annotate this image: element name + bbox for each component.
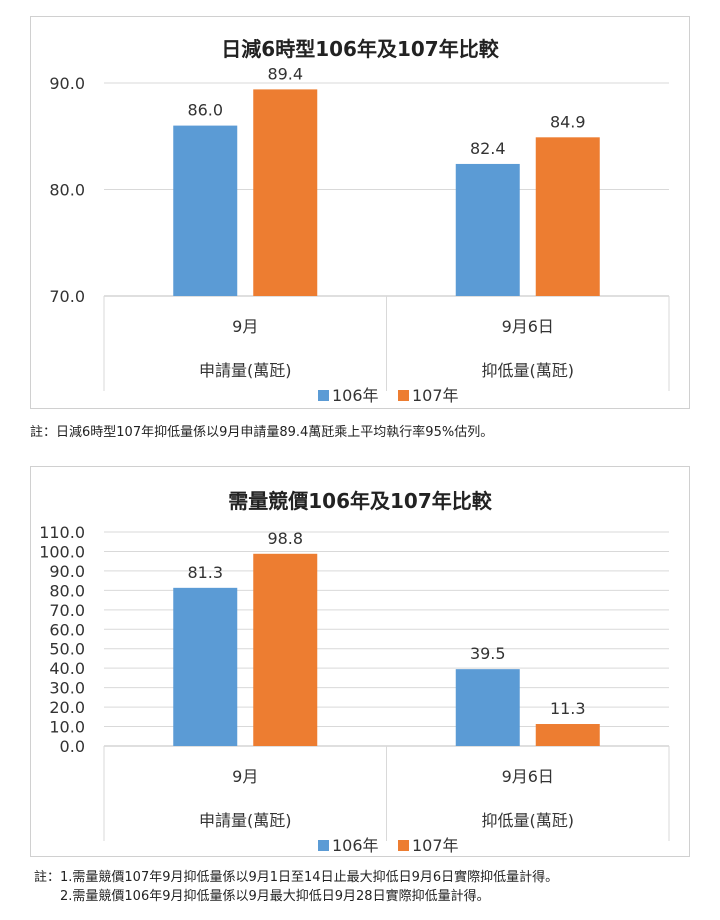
x-category-label: 9月6日 [502, 767, 554, 786]
bar-107年 [253, 89, 318, 296]
y-tick-label: 20.0 [49, 698, 85, 717]
y-tick-label: 70.0 [49, 287, 85, 306]
chart2-svg: 需量競價106年及107年比較 0.010.020.030.040.050.060… [39, 489, 670, 855]
x-category-label: 9月 [232, 317, 258, 336]
chart1-panel: 日減6時型106年及107年比較 70.0 80.0 90.0 9月申請量(萬瓩) 86.… [30, 16, 690, 409]
bar-107年 [253, 553, 318, 746]
legend-label: 107年 [412, 386, 459, 405]
chart1-note: 註：日減6時型107年抑低量係以9月申請量89.4萬瓩乘上平均執行率95%估列。 [30, 425, 494, 440]
chart-title: 日減6時型106年及107年比較 [221, 37, 499, 61]
y-tick-label: 30.0 [49, 679, 85, 698]
data-label: 86.0 [187, 101, 223, 120]
y-tick-label: 40.0 [49, 659, 85, 678]
bar-106年 [455, 669, 520, 746]
legend-swatch [398, 390, 409, 401]
legend-swatch [318, 840, 329, 851]
y-tick-label: 70.0 [49, 601, 85, 620]
y-tick-label: 110.0 [39, 523, 85, 542]
y-tick-label: 90.0 [49, 74, 85, 93]
y-tick-label: 0.0 [60, 737, 85, 756]
chart2-panel: 需量競價106年及107年比較 0.0 10.0 20.0 30.0 40.0 50.0 60… [30, 466, 690, 857]
y-tick-label: 100.0 [39, 542, 85, 561]
data-label: 84.9 [550, 112, 586, 131]
data-label: 82.4 [470, 139, 506, 158]
legend-label: 107年 [412, 836, 459, 855]
x-category-label: 9月 [232, 767, 258, 786]
x-group-label: 抑低量(萬瓩) [482, 811, 575, 830]
y-tick-label: 60.0 [49, 620, 85, 639]
data-label: 89.4 [267, 64, 303, 83]
bar-107年 [535, 137, 600, 296]
data-label: 98.8 [267, 529, 303, 548]
x-group-label: 申請量(萬瓩) [199, 811, 292, 830]
y-tick-label: 50.0 [49, 640, 85, 659]
bar-106年 [173, 587, 238, 746]
bar-106年 [455, 163, 520, 296]
legend-label: 106年 [332, 386, 379, 405]
legend-label: 106年 [332, 836, 379, 855]
data-label: 39.5 [470, 644, 506, 663]
y-tick-label: 80.0 [49, 581, 85, 600]
x-category-label: 9月6日 [502, 317, 554, 336]
bar-107年 [535, 724, 600, 746]
y-tick-label: 80.0 [49, 181, 85, 200]
data-label: 81.3 [187, 563, 223, 582]
y-tick-label: 10.0 [49, 718, 85, 737]
chart2-note-line1: 註：1.需量競價107年9月抑低量係以9月1日至14日止最大抑低日9月6日實際抑… [34, 870, 559, 885]
legend-swatch [318, 390, 329, 401]
data-label: 11.3 [550, 699, 586, 718]
chart1-svg: 日減6時型106年及107年比較 70.0 80.0 90.0 9月申請量(萬瓩) 86.… [49, 37, 670, 405]
bar-106年 [173, 125, 238, 296]
legend-swatch [398, 840, 409, 851]
chart-title: 需量競價106年及107年比較 [228, 489, 492, 513]
y-tick-label: 90.0 [49, 562, 85, 581]
chart2-note-line2: 2.需量競價106年9月抑低量係以9月最大抑低日9月28日實際抑低量計得。 [60, 889, 490, 904]
x-group-label: 申請量(萬瓩) [199, 361, 292, 380]
x-group-label: 抑低量(萬瓩) [482, 361, 575, 380]
